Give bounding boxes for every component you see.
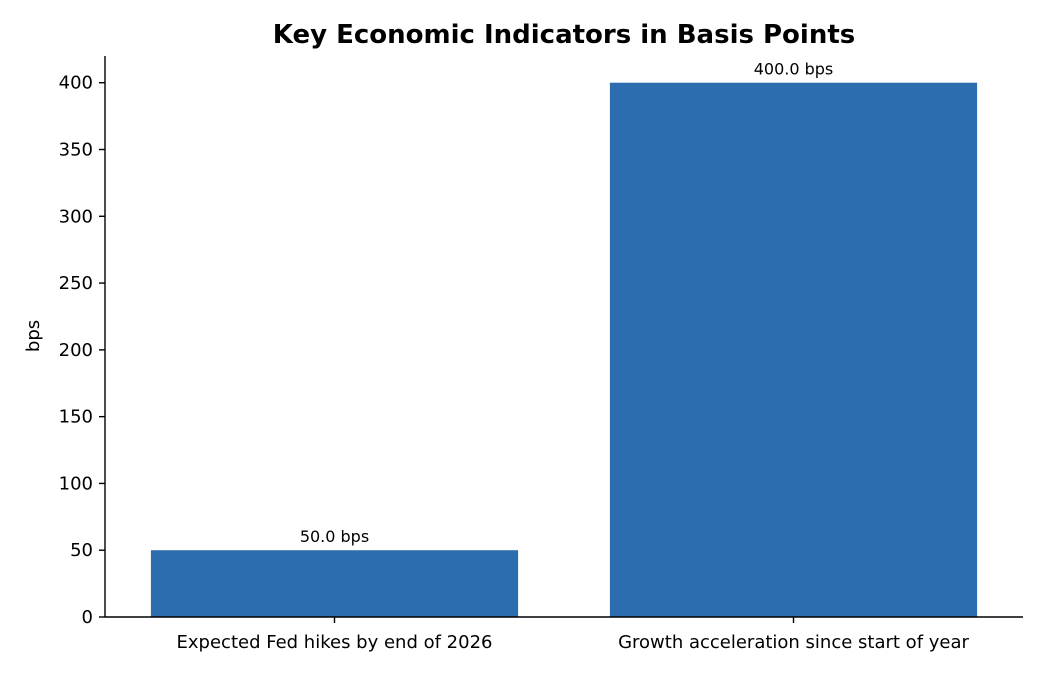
bar-1 — [150, 550, 519, 617]
plot-area: 50.0 bps Expected Fed hikes by end of 202… — [59, 56, 1023, 653]
bar-value-label-2: 400.0 bps — [754, 60, 834, 79]
y-tick-label-3: 150 — [59, 407, 93, 428]
y-axis-label: bps — [23, 320, 44, 352]
y-tick-label-8: 400 — [59, 73, 93, 94]
x-tick-label-2: Growth acceleration since start of year — [618, 632, 969, 653]
bar-2 — [609, 82, 978, 617]
bar-value-label-1: 50.0 bps — [300, 527, 369, 546]
y-tick-label-1: 50 — [70, 540, 93, 561]
chart-title: Key Economic Indicators in Basis Points — [273, 20, 856, 50]
y-tick-label-5: 250 — [59, 273, 93, 294]
y-tick-label-2: 100 — [59, 473, 93, 494]
y-tick-label-0: 0 — [82, 607, 93, 628]
y-tick-label-4: 200 — [59, 340, 93, 361]
y-tick-label-7: 350 — [59, 140, 93, 161]
x-tick-label-1: Expected Fed hikes by end of 2026 — [177, 632, 493, 653]
y-tick-label-6: 300 — [59, 206, 93, 227]
